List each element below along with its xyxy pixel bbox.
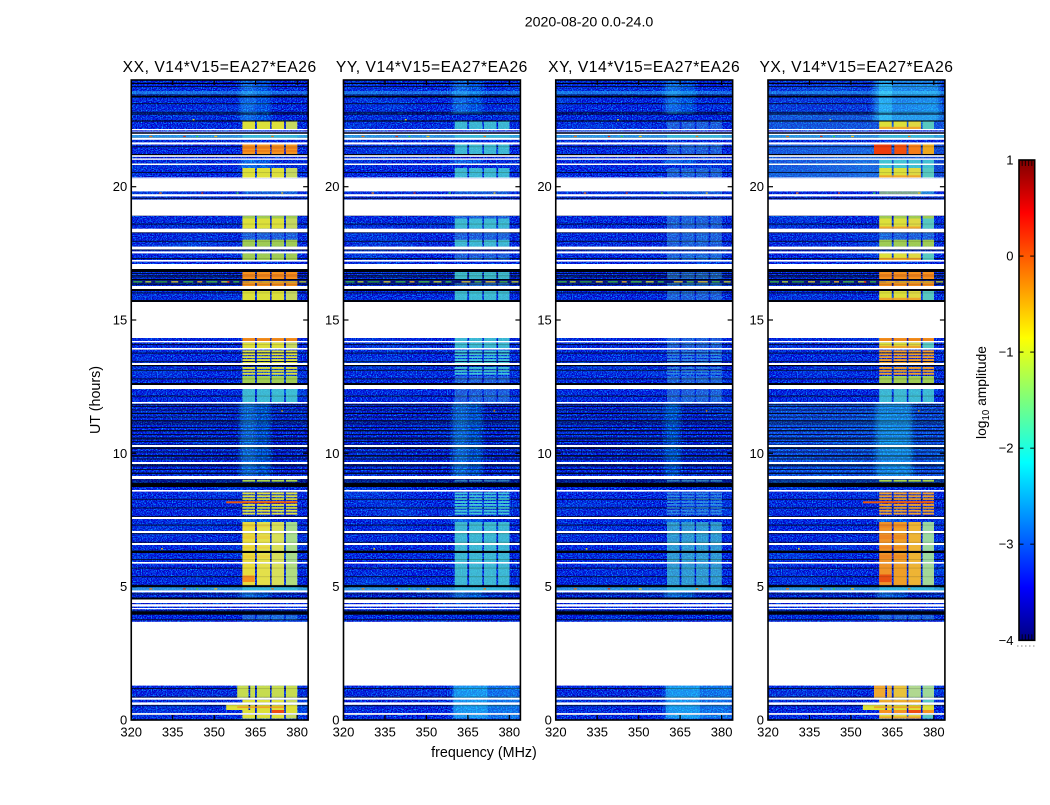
svg-text:−2: −2 <box>999 441 1014 456</box>
svg-text:1: 1 <box>1006 153 1013 168</box>
svg-text:UT (hours): UT (hours) <box>88 366 104 434</box>
svg-text:0: 0 <box>332 713 339 728</box>
svg-text:20: 20 <box>750 179 764 194</box>
svg-text:365: 365 <box>882 725 904 740</box>
svg-text:350: 350 <box>416 725 438 740</box>
svg-text:YX, V14*V15=EA27*EA26: YX, V14*V15=EA27*EA26 <box>759 59 953 76</box>
svg-text:20: 20 <box>325 179 339 194</box>
svg-text:350: 350 <box>628 725 650 740</box>
svg-text:10: 10 <box>750 446 764 461</box>
svg-text:XX, V14*V15=EA27*EA26: XX, V14*V15=EA27*EA26 <box>123 59 317 76</box>
svg-text:5: 5 <box>545 579 552 594</box>
svg-text:350: 350 <box>840 725 862 740</box>
svg-text:−1: −1 <box>999 345 1014 360</box>
svg-text:15: 15 <box>537 313 551 328</box>
svg-text:365: 365 <box>669 725 691 740</box>
svg-text:frequency (MHz): frequency (MHz) <box>431 745 537 761</box>
svg-text:5: 5 <box>332 579 339 594</box>
svg-text:10: 10 <box>113 446 127 461</box>
svg-text:15: 15 <box>750 313 764 328</box>
svg-text:335: 335 <box>162 725 184 740</box>
svg-text:15: 15 <box>113 313 127 328</box>
svg-text:335: 335 <box>799 725 821 740</box>
svg-text:YY, V14*V15=EA27*EA26: YY, V14*V15=EA27*EA26 <box>336 59 528 76</box>
svg-text:10: 10 <box>537 446 551 461</box>
svg-text:380: 380 <box>711 725 733 740</box>
svg-text:380: 380 <box>286 725 308 740</box>
svg-text:0: 0 <box>120 713 127 728</box>
svg-text:350: 350 <box>203 725 225 740</box>
svg-text:365: 365 <box>245 725 267 740</box>
svg-text:380: 380 <box>923 725 945 740</box>
svg-text:20: 20 <box>537 179 551 194</box>
svg-text:335: 335 <box>374 725 396 740</box>
svg-text:2020-08-20 0.0-24.0: 2020-08-20 0.0-24.0 <box>525 15 654 31</box>
svg-text:20: 20 <box>113 179 127 194</box>
svg-text:365: 365 <box>457 725 479 740</box>
svg-text:15: 15 <box>325 313 339 328</box>
svg-text:−4: −4 <box>999 633 1014 648</box>
svg-text:335: 335 <box>586 725 608 740</box>
svg-text:XY, V14*V15=EA27*EA26: XY, V14*V15=EA27*EA26 <box>548 59 740 76</box>
svg-text:0: 0 <box>1006 249 1013 264</box>
svg-text:5: 5 <box>120 579 127 594</box>
svg-text:0: 0 <box>757 713 764 728</box>
svg-text:−3: −3 <box>999 537 1014 552</box>
svg-text:5: 5 <box>757 579 764 594</box>
svg-text:380: 380 <box>498 725 520 740</box>
svg-text:10: 10 <box>325 446 339 461</box>
svg-text:0: 0 <box>545 713 552 728</box>
